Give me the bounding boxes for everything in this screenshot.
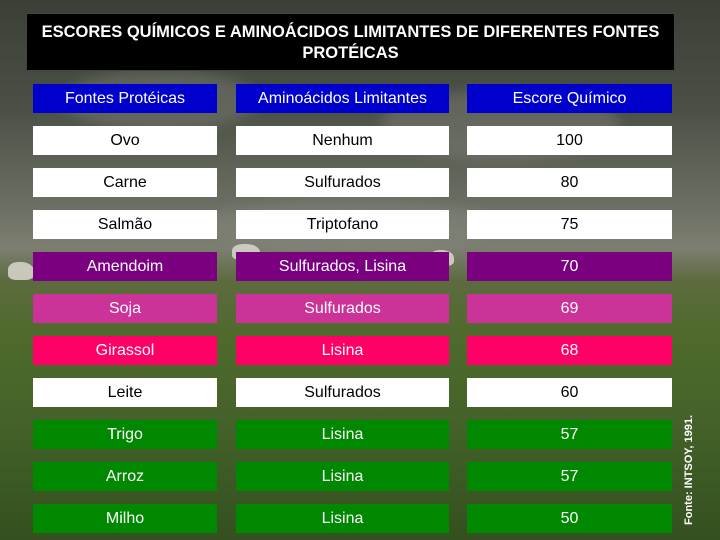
- fonte-cell: Arroz: [33, 462, 217, 491]
- aminoacido-cell: Lisina: [236, 504, 449, 533]
- aminoacido-cell: Lisina: [236, 462, 449, 491]
- escore-cell: 75: [467, 210, 672, 239]
- escore-cell: 57: [467, 462, 672, 491]
- fonte-cell: Salmão: [33, 210, 217, 239]
- title-banner: ESCORES QUÍMICOS E AMINOÁCIDOS LIMITANTE…: [26, 13, 675, 71]
- aminoacido-cell: Sulfurados, Lisina: [236, 252, 449, 281]
- escore-cell: 80: [467, 168, 672, 197]
- fonte-cell: Amendoim: [33, 252, 217, 281]
- aminoacido-cell: Lisina: [236, 336, 449, 365]
- aminoacido-cell: Nenhum: [236, 126, 449, 155]
- escore-cell: 70: [467, 252, 672, 281]
- escore-cell: 100: [467, 126, 672, 155]
- fonte-cell: Milho: [33, 504, 217, 533]
- column-header: Aminoácidos Limitantes: [236, 84, 449, 113]
- escore-cell: 69: [467, 294, 672, 323]
- fonte-cell: Carne: [33, 168, 217, 197]
- page-title: ESCORES QUÍMICOS E AMINOÁCIDOS LIMITANTE…: [41, 23, 660, 62]
- aminoacido-cell: Lisina: [236, 420, 449, 449]
- aminoacido-cell: Triptofano: [236, 210, 449, 239]
- column-header: Escore Químico: [467, 84, 672, 113]
- fonte-cell: Ovo: [33, 126, 217, 155]
- aminoacido-cell: Sulfurados: [236, 378, 449, 407]
- cow: [8, 262, 34, 280]
- source-note: Fonte: INTSOY, 1991.: [683, 414, 695, 525]
- escore-cell: 50: [467, 504, 672, 533]
- aminoacido-cell: Sulfurados: [236, 168, 449, 197]
- column-header: Fontes Protéicas: [33, 84, 217, 113]
- escore-cell: 68: [467, 336, 672, 365]
- fonte-cell: Girassol: [33, 336, 217, 365]
- fonte-cell: Leite: [33, 378, 217, 407]
- fonte-cell: Trigo: [33, 420, 217, 449]
- fonte-cell: Soja: [33, 294, 217, 323]
- escore-cell: 57: [467, 420, 672, 449]
- aminoacido-cell: Sulfurados: [236, 294, 449, 323]
- escore-cell: 60: [467, 378, 672, 407]
